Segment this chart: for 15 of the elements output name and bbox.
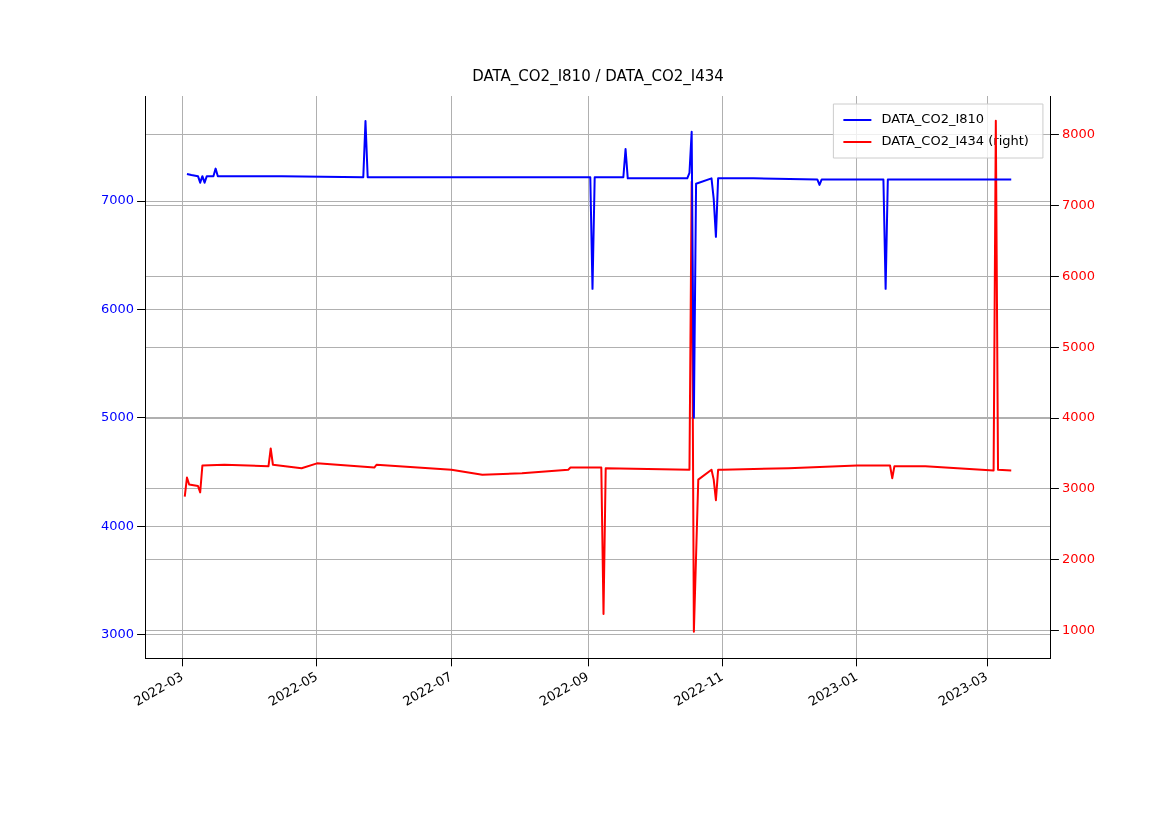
y2-tick-label: 8000 [1061, 126, 1096, 142]
y2-tick-label: 3000 [1061, 480, 1096, 496]
y2-tick-label: 2000 [1061, 550, 1096, 566]
y-tick-label: 4000 [100, 517, 135, 533]
y2-tick-label: 1000 [1061, 621, 1096, 637]
y2-tick-label: 5000 [1061, 338, 1096, 354]
chart-title: DATA_CO2_I810 / DATA_CO2_I434 [472, 66, 724, 86]
y-tick-label: 5000 [100, 409, 135, 425]
y2-tick-label: 7000 [1061, 197, 1096, 213]
legend-label: DATA_CO2_I810 [881, 111, 985, 127]
y-tick-label: 3000 [100, 625, 135, 641]
y-tick-label: 7000 [100, 192, 135, 208]
y-tick-label: 6000 [100, 300, 135, 316]
y2-tick-label: 6000 [1061, 267, 1096, 283]
y2-tick-label: 4000 [1061, 409, 1096, 425]
